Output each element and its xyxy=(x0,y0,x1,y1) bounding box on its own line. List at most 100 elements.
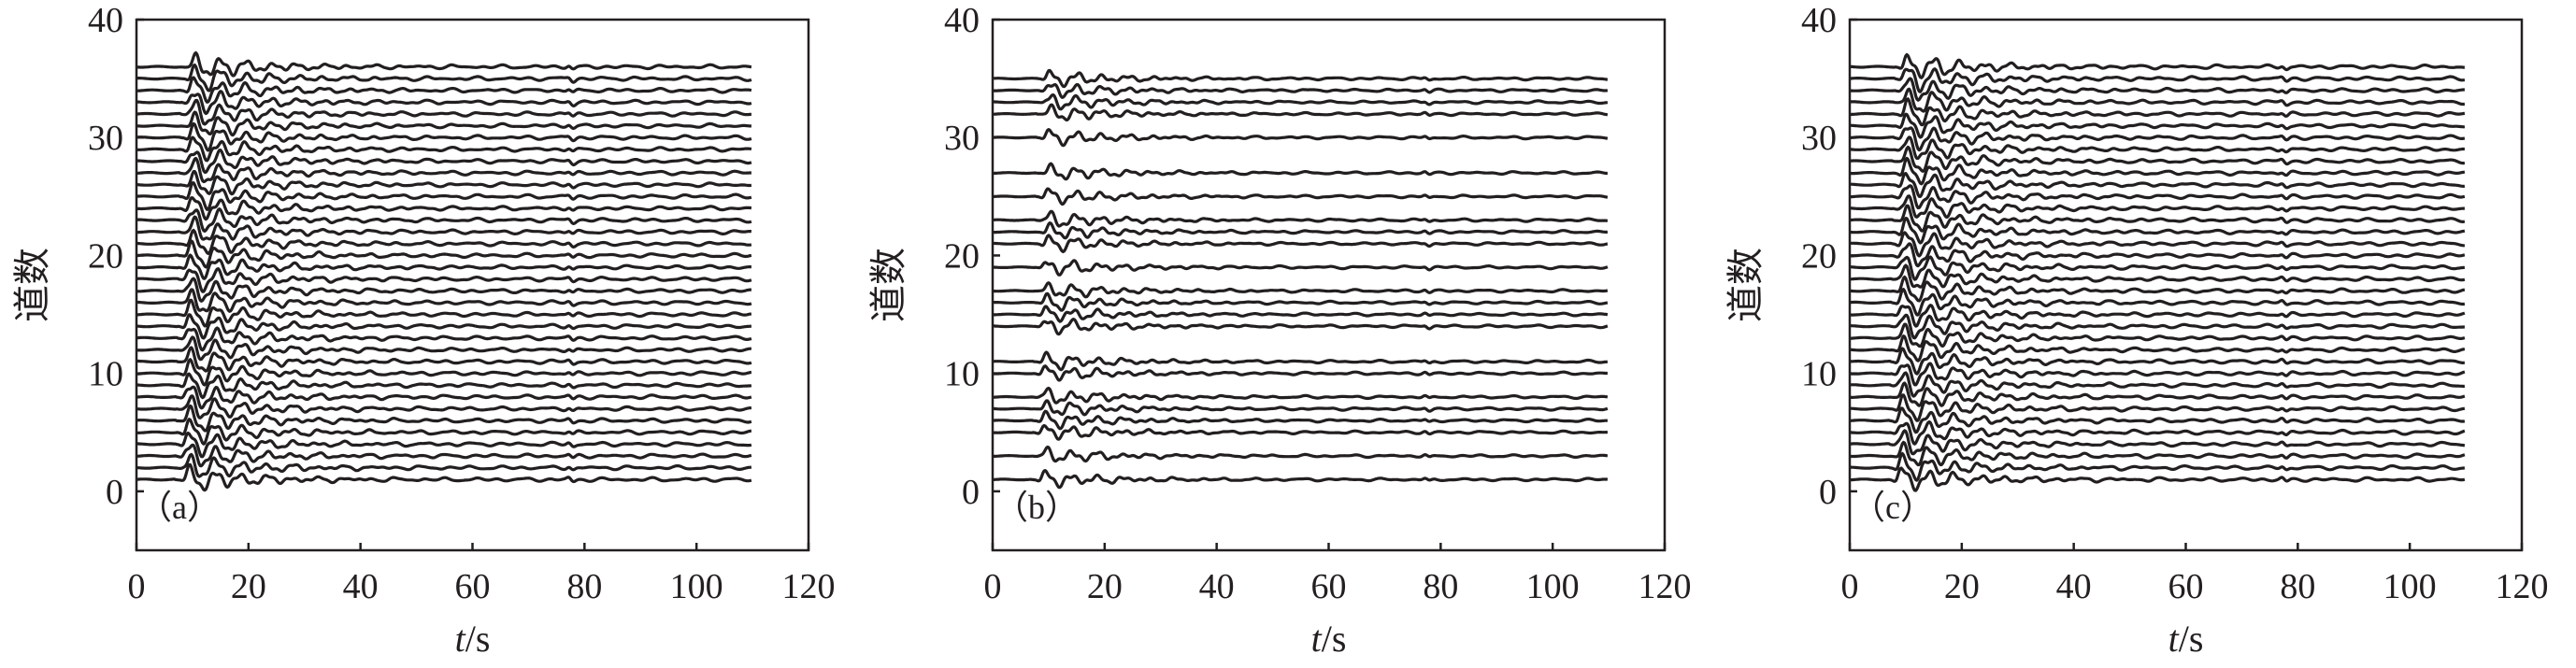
trace-31 xyxy=(136,110,752,137)
x-tick-label: 120 xyxy=(782,567,836,606)
trace-8 xyxy=(992,386,1609,405)
trace-30 xyxy=(136,121,752,152)
trace-13 xyxy=(1849,322,2466,348)
y-tick-label: 10 xyxy=(1801,355,1837,394)
trace-9 xyxy=(1849,371,2466,398)
trace-15 xyxy=(1849,304,2466,328)
trace-23 xyxy=(1849,204,2466,233)
trace-30 xyxy=(1849,126,2466,152)
trace-21 xyxy=(1849,231,2466,258)
trace-33 xyxy=(136,90,752,116)
trace-15 xyxy=(136,298,752,328)
trace-3 xyxy=(1849,440,2466,467)
trace-32 xyxy=(136,98,752,126)
trace-16 xyxy=(1849,288,2466,317)
trace-17 xyxy=(136,277,752,303)
trace-36 xyxy=(136,50,752,78)
trace-7 xyxy=(992,399,1609,417)
x-axis-label: t/s xyxy=(1311,618,1347,660)
x-tick-label: 40 xyxy=(343,567,379,606)
trace-5 xyxy=(136,418,752,446)
trace-14 xyxy=(136,313,752,340)
x-tick-label: 100 xyxy=(670,567,723,606)
trace-19 xyxy=(136,253,752,280)
trace-12 xyxy=(136,335,752,362)
trace-34 xyxy=(1849,77,2466,102)
trace-32 xyxy=(992,103,1609,122)
trace-4 xyxy=(136,431,752,459)
trace-33 xyxy=(1849,87,2466,113)
trace-28 xyxy=(136,149,752,174)
x-axis-label-variable: t xyxy=(1311,618,1323,660)
x-axis-label-variable: t xyxy=(455,618,466,660)
trace-14 xyxy=(1849,313,2466,340)
panel-label: （a） xyxy=(138,489,221,526)
trace-12 xyxy=(1849,334,2466,362)
y-tick-label: 0 xyxy=(106,473,123,512)
trace-25 xyxy=(1849,184,2466,210)
trace-21 xyxy=(136,228,752,255)
trace-7 xyxy=(1849,393,2466,422)
trace-27 xyxy=(992,162,1609,181)
panel-label: （c） xyxy=(1852,489,1934,526)
trace-17 xyxy=(1849,275,2466,303)
trace-2 xyxy=(136,452,752,478)
trace-3 xyxy=(992,445,1609,463)
trace-34 xyxy=(136,76,752,104)
x-tick-label: 0 xyxy=(984,567,1002,606)
x-axis-label-unit: /s xyxy=(465,618,491,660)
x-tick-label: 0 xyxy=(128,567,146,606)
x-axis-label: t/s xyxy=(455,618,491,660)
x-tick-label: 20 xyxy=(231,567,266,606)
trace-33 xyxy=(992,92,1609,111)
trace-1 xyxy=(992,469,1609,490)
trace-24 xyxy=(1849,194,2466,219)
trace-36 xyxy=(1849,52,2466,79)
y-tick-label: 0 xyxy=(962,473,980,512)
trace-35 xyxy=(136,64,752,92)
trace-27 xyxy=(1849,156,2466,186)
trace-6 xyxy=(1849,406,2466,434)
trace-19 xyxy=(1849,255,2466,281)
trace-10 xyxy=(1849,362,2466,387)
trace-31 xyxy=(1849,112,2466,139)
trace-17 xyxy=(992,281,1609,299)
trace-13 xyxy=(136,326,752,352)
trace-14 xyxy=(992,318,1609,336)
y-tick-label: 30 xyxy=(88,119,123,158)
trace-1 xyxy=(1849,466,2466,492)
x-tick-label: 20 xyxy=(1944,567,1980,606)
trace-6 xyxy=(992,409,1609,431)
y-axis-label: 道数 xyxy=(1724,248,1767,322)
trace-8 xyxy=(1849,381,2466,407)
trace-25 xyxy=(136,181,752,211)
trace-16 xyxy=(992,291,1609,312)
x-tick-label: 60 xyxy=(455,567,491,606)
trace-15 xyxy=(992,305,1609,323)
trace-16 xyxy=(136,288,752,313)
trace-18 xyxy=(1849,263,2466,289)
x-axis-label: t/s xyxy=(2168,618,2204,660)
panel-b: 0 20 40 60 80 100 120 0 10 20 30 40 道数 t/s （b） xyxy=(867,1,1692,660)
trace-6 xyxy=(136,404,752,433)
trace-22 xyxy=(136,215,752,241)
trace-26 xyxy=(136,169,752,196)
trace-11 xyxy=(992,350,1609,372)
y-tick-label: 30 xyxy=(1801,119,1837,158)
trace-8 xyxy=(136,385,752,410)
y-tick-label: 0 xyxy=(1819,473,1837,512)
y-tick-label: 10 xyxy=(88,355,123,394)
y-tick-label: 40 xyxy=(944,1,980,40)
x-tick-label: 100 xyxy=(1526,567,1580,606)
trace-29 xyxy=(136,135,752,163)
trace-26 xyxy=(1849,172,2466,198)
y-tick-label: 40 xyxy=(1801,1,1837,40)
x-tick-label: 120 xyxy=(1639,567,1692,606)
trace-7 xyxy=(136,394,752,419)
trace-23 xyxy=(136,207,752,233)
trace-35 xyxy=(992,68,1609,89)
trace-23 xyxy=(992,209,1609,228)
trace-11 xyxy=(1849,347,2466,376)
x-tick-label: 80 xyxy=(2280,567,2315,606)
